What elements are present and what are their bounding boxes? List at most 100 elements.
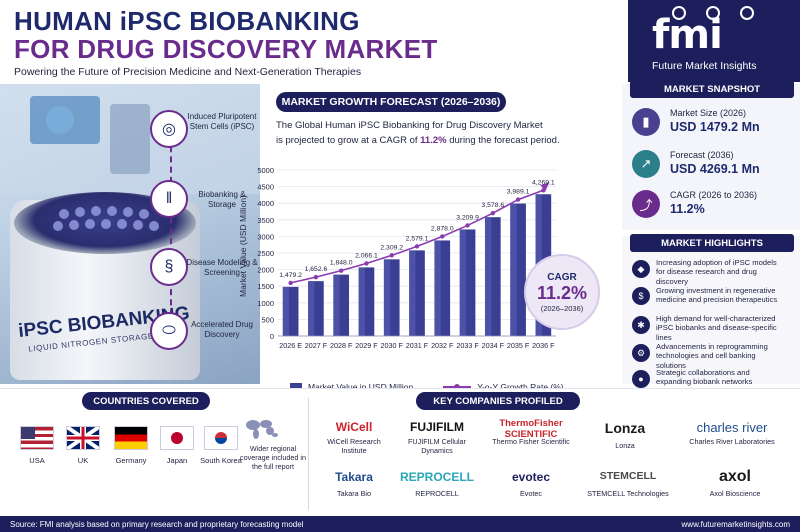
workflow-step-label: Induced Pluripotent Stem Cells (iPSC) <box>187 112 257 131</box>
y-tick-label: 2000 <box>257 266 274 275</box>
highlight-item: High demand for well-characterized iPSC … <box>656 314 777 342</box>
shield-icon: ◆ <box>632 260 650 278</box>
petri-dish-icon: ◎ <box>150 110 188 148</box>
stemcell-logo: STEMCELL <box>599 470 657 482</box>
company-name: WiCell Research Institute <box>327 437 381 455</box>
data-label: 4,269.1 <box>532 179 555 186</box>
growth-point <box>364 261 369 266</box>
money-icon: $ <box>632 287 650 305</box>
data-label: 3,578.6 <box>481 202 504 209</box>
chart-bar-highlight <box>308 281 315 336</box>
countries-header: COUNTRIES COVERED <box>82 392 210 410</box>
country-label: South Korea <box>200 456 242 465</box>
page-subtitle: Powering the Future of Precision Medicin… <box>14 66 362 78</box>
uk-flag-svg <box>65 425 101 451</box>
footer: Source: FMI analysis based on primary re… <box>0 516 800 532</box>
fmi-logo: fmi <box>652 12 723 58</box>
snapshot-label: CAGR (2026 to 2036) <box>670 190 758 200</box>
country-label: UK <box>77 456 89 465</box>
cagr-badge-label: CAGR <box>547 271 577 283</box>
logo-dot-icon <box>706 6 720 20</box>
data-label: 2,309.2 <box>380 244 403 251</box>
x-tick-label: 2036 F <box>532 341 555 350</box>
snapshot-label: Market Size (2026) <box>670 108 747 118</box>
growth-point <box>338 268 344 273</box>
y-tick-label: 4000 <box>257 199 274 208</box>
company-name: STEMCELL Technologies <box>587 489 669 498</box>
country-label: Germany <box>115 456 147 465</box>
x-axis-labels: 2026 E 2027 F 2028 F 2029 F 2030 F 2031 F 2032… <box>279 341 555 350</box>
workflow-connector <box>170 136 172 336</box>
y-tick-label: 3500 <box>257 216 274 225</box>
evotec-logo: evotec <box>511 470 551 484</box>
workflow-step-label: Disease Modeling & Screening <box>186 258 258 277</box>
y-tick-label: 2500 <box>257 249 274 258</box>
forecast-desc-suffix: during the forecast period. <box>446 135 560 146</box>
forecast-desc-prefix: is projected to grow at a CAGR of <box>276 135 421 146</box>
chart-bar-highlight <box>484 217 492 336</box>
chart-legend: Market Value in USD Million Y-o-Y Growth… <box>290 382 564 392</box>
chart-bar-highlight <box>409 250 416 336</box>
gear-icon: ⚙ <box>632 344 650 362</box>
y-tick-label: 3000 <box>257 232 274 241</box>
axol-logo: axol <box>718 468 751 485</box>
highlights-header: MARKET HIGHLIGHTS <box>630 234 794 252</box>
chart-bar-highlight <box>434 240 441 336</box>
data-label: 2,066.1 <box>355 252 378 259</box>
data-label: 1,479.2 <box>279 272 302 279</box>
x-tick-label: 2034 F <box>482 341 505 350</box>
company-name: REPROCELL <box>415 489 459 498</box>
reprocell-logo: REPROCELL <box>399 470 474 484</box>
cagr-badge-value: 11.2% <box>536 282 588 303</box>
growth-line-series <box>288 182 550 286</box>
lab-background-illustration <box>0 84 260 194</box>
growth-point <box>465 223 470 228</box>
chart-bar-highlight <box>459 229 466 336</box>
workflow-step-label: Biobanking & Storage <box>198 190 246 209</box>
legend-label: Market Value in USD Million <box>308 382 414 392</box>
forecast-description-line1: The Global Human iPSC Biobanking for Dru… <box>276 120 543 131</box>
chart-bar-highlight <box>333 274 340 336</box>
y-tick-label: 1000 <box>257 299 274 308</box>
snapshot-value: 11.2% <box>670 202 705 216</box>
vial-rack-icon <box>53 206 159 231</box>
snapshot-value: USD 1479.2 Mn <box>670 120 760 134</box>
highlight-item: Advancements in reprogramming technologi… <box>656 342 768 370</box>
country-label: USA <box>29 456 45 465</box>
website-link[interactable]: www.futuremarketinsights.com <box>681 519 790 529</box>
data-label: 1,652.6 <box>305 266 328 273</box>
page-title-line1: HUMAN iPSC BIOBANKING <box>14 6 360 36</box>
snapshot-label: Forecast (2036) <box>670 150 734 160</box>
country-label: Japan <box>166 456 188 465</box>
source-note: Source: FMI analysis based on primary re… <box>10 519 304 529</box>
chart-bar-highlight <box>358 267 365 336</box>
highlights-panel <box>622 236 800 384</box>
company-name: Thermo Fisher Scientific <box>492 437 570 446</box>
germany-flag-icon <box>114 426 148 450</box>
japan-flag-icon <box>160 426 194 450</box>
people-icon: ● <box>632 370 650 388</box>
lonza-logo: Lonza <box>604 420 646 436</box>
growth-point <box>515 197 521 202</box>
world-map-icon <box>244 416 280 440</box>
y-tick-label: 4500 <box>257 183 274 192</box>
forecast-header: MARKET GROWTH FORECAST (2026–2036) <box>276 92 506 112</box>
company-name: FUJIFILM Cellular Dynamics <box>408 437 466 455</box>
usa-flag-icon <box>20 426 54 450</box>
capsule-icon: ⬭ <box>150 312 188 350</box>
company-name: Evotec <box>520 489 542 498</box>
trend-arrow-icon: ⤴ <box>632 190 660 218</box>
y-tick-label: 0 <box>270 332 274 341</box>
bar-chart-icon: ▮ <box>632 108 660 136</box>
data-label: 3,989.1 <box>507 189 530 196</box>
charles-river-logo: charles river <box>696 420 768 435</box>
growth-point <box>414 244 420 249</box>
snapshot-header: MARKET SNAPSHOT <box>630 80 794 98</box>
chart-bar-highlight <box>510 203 517 336</box>
takara-logo: Takara <box>335 470 373 484</box>
growth-arrow <box>540 182 550 192</box>
y-tick-label: 500 <box>261 315 274 324</box>
section-divider <box>308 398 309 510</box>
highlight-item: Increasing adoption of iPSC models for d… <box>656 258 777 286</box>
snapshot-value: USD 4269.1 Mn <box>670 162 760 176</box>
